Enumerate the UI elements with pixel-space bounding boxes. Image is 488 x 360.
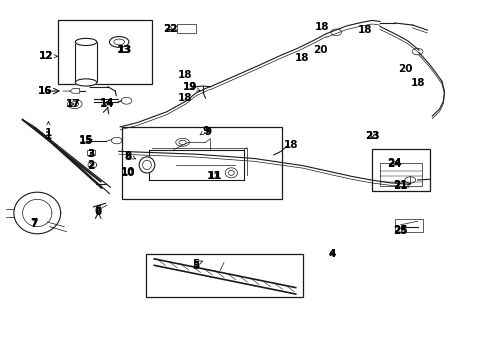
Text: 23: 23 [364,131,379,141]
Text: 19: 19 [183,82,200,92]
Text: 6: 6 [94,206,102,216]
Text: 8: 8 [124,150,135,161]
Text: 15: 15 [79,136,93,145]
Text: 16: 16 [38,86,53,96]
Text: 18: 18 [294,53,308,63]
Text: 17: 17 [65,99,80,109]
Ellipse shape [139,157,155,173]
Text: 7: 7 [30,218,38,228]
Text: 16: 16 [38,86,53,96]
FancyBboxPatch shape [122,127,281,199]
Text: 17: 17 [65,99,80,109]
Text: 5: 5 [192,259,202,269]
Text: 1: 1 [45,122,52,138]
Text: 14: 14 [100,99,114,109]
Text: 11: 11 [206,171,221,181]
Text: 11: 11 [207,171,222,181]
Text: 13: 13 [118,45,132,55]
Text: 5: 5 [192,261,199,271]
FancyBboxPatch shape [58,20,152,84]
Text: 4: 4 [328,248,335,258]
Text: 6: 6 [94,207,102,217]
Text: 22: 22 [163,24,177,35]
Text: 25: 25 [392,225,407,235]
Text: 2: 2 [87,161,94,171]
Text: 2: 2 [87,160,94,170]
Text: 4: 4 [328,248,335,258]
Text: 3: 3 [87,149,94,159]
Text: 20: 20 [312,45,326,55]
Text: 13: 13 [116,45,131,55]
Text: 3: 3 [87,149,94,159]
Text: 18: 18 [283,140,298,150]
Text: 1: 1 [45,131,52,141]
Text: 9: 9 [200,126,210,135]
Text: 10: 10 [121,168,136,178]
Text: 14: 14 [100,98,114,108]
Text: 7: 7 [30,219,38,229]
Text: 19: 19 [183,82,197,92]
Text: 21: 21 [392,180,410,190]
Ellipse shape [75,79,97,86]
Text: 8: 8 [124,152,132,162]
Text: 12: 12 [39,51,54,61]
Text: 21: 21 [392,181,407,192]
Text: 18: 18 [178,93,192,103]
Text: 23: 23 [364,131,379,141]
Text: 24: 24 [386,159,401,169]
Text: 15: 15 [79,135,93,145]
Text: 10: 10 [121,167,136,177]
Text: 18: 18 [315,22,329,32]
Ellipse shape [75,39,97,45]
Text: 18: 18 [409,78,424,88]
Text: 12: 12 [39,51,57,61]
Text: 25: 25 [392,226,407,236]
Text: 20: 20 [397,64,412,74]
FancyBboxPatch shape [146,254,303,297]
Text: 22: 22 [163,24,177,34]
Text: 24: 24 [386,158,401,168]
FancyBboxPatch shape [371,149,429,192]
Text: 18: 18 [178,70,192,80]
Text: 18: 18 [357,25,372,35]
Text: 9: 9 [204,127,211,136]
